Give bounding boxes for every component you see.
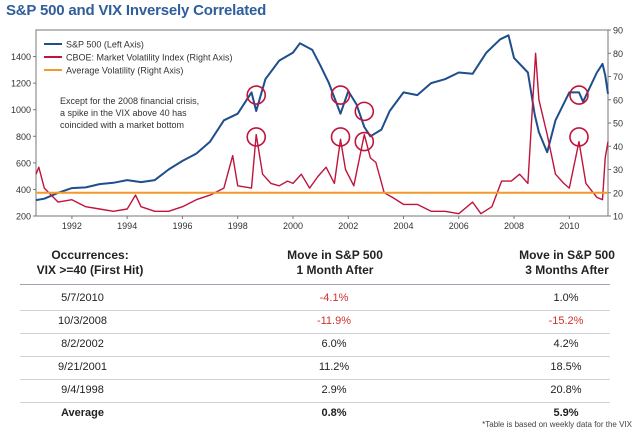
header-three-month-line2: 3 Months After [525, 263, 609, 277]
footnote: *Table is based on weekly data for the V… [482, 420, 632, 429]
table-row: 10/3/2008 -11.9% -15.2% [20, 311, 610, 334]
header-one-month-line1: Move in S&P 500 [287, 248, 383, 262]
header-three-month-line1: Move in S&P 500 [519, 248, 615, 262]
highlight-circle [246, 127, 267, 147]
table-row-average: Average 0.8% 5.9% [20, 403, 610, 425]
x-tick-label: 1998 [228, 221, 248, 231]
vix-line [35, 52, 609, 215]
average-one-month: 0.8% [321, 407, 347, 419]
right-tick-label: 90 [613, 26, 623, 36]
legend-label: CBOE: Market Volatility Index (Right Axi… [66, 53, 233, 63]
row-one-month: -11.9% [316, 315, 352, 327]
x-tick-label: 2004 [394, 221, 414, 231]
row-three-month: 1.0% [553, 292, 579, 304]
table-row: 9/21/2001 11.2% 18.5% [20, 357, 610, 380]
annotation-text: coincided with a market bottom [60, 120, 184, 130]
row-one-month: 2.9% [321, 384, 347, 396]
header-three-month: Move in S&P 500 3 Months After [494, 248, 640, 278]
left-tick-label: 200 [16, 212, 31, 222]
row-one-month: 11.2% [318, 361, 350, 373]
legend-label: S&P 500 (Left Axis) [66, 40, 144, 50]
x-tick-label: 1994 [117, 221, 137, 231]
left-tick-label: 600 [16, 158, 31, 168]
average-label: Average [60, 407, 104, 419]
row-one-month: -4.1% [319, 292, 349, 304]
row-date: 10/3/2008 [58, 315, 107, 327]
right-tick-label: 60 [613, 95, 623, 105]
x-tick-label: 2006 [449, 221, 469, 231]
header-occurrences-line2: VIX >=40 (First Hit) [36, 263, 144, 277]
left-tick-label: 1000 [11, 105, 31, 115]
table-row: 5/7/2010 -4.1% 1.0% [20, 288, 610, 311]
row-date: 9/21/2001 [58, 361, 107, 373]
right-tick-label: 20 [613, 188, 623, 198]
highlight-circle [330, 85, 351, 105]
table-row: 9/4/1998 2.9% 20.8% [20, 380, 610, 403]
x-tick-label: 2002 [338, 221, 358, 231]
header-occurrences: Occurrences: VIX >=40 (First Hit) [20, 248, 160, 278]
table-row: 8/2/2002 6.0% 4.2% [20, 334, 610, 357]
right-tick-label: 80 [613, 49, 623, 59]
row-three-month: 4.2% [553, 338, 579, 350]
highlight-circle [569, 127, 589, 147]
left-tick-label: 400 [16, 185, 31, 195]
right-tick-label: 40 [613, 142, 623, 152]
highlight-circle [354, 101, 375, 122]
highlight-circle [330, 127, 351, 147]
right-tick-label: 10 [613, 212, 623, 222]
highlight-circle [569, 85, 589, 105]
x-tick-label: 1992 [62, 221, 82, 231]
left-tick-label: 1400 [11, 52, 31, 62]
right-tick-label: 50 [613, 119, 623, 129]
header-occurrences-line1: Occurrences: [51, 248, 129, 262]
x-tick-label: 2000 [283, 221, 303, 231]
highlight-circle [246, 85, 267, 105]
annotation-text: Except for the 2008 financial crisis, [60, 96, 199, 106]
left-tick-label: 800 [16, 132, 31, 142]
right-tick-label: 70 [613, 72, 623, 82]
header-divider [20, 284, 610, 285]
header-one-month: Move in S&P 500 1 Month After [262, 248, 408, 278]
row-date: 9/4/1998 [61, 384, 104, 396]
legend-label: Average Volatility (Right Axis) [66, 66, 183, 76]
left-tick-label: 1200 [11, 79, 31, 89]
row-three-month: 18.5% [550, 361, 582, 373]
highlight-circle [354, 131, 375, 152]
header-one-month-line2: 1 Month After [296, 263, 374, 277]
row-three-month: 20.8% [550, 384, 582, 396]
x-tick-label: 1996 [172, 221, 192, 231]
chart-title: S&P 500 and VIX Inversely Correlated [6, 2, 267, 19]
row-date: 5/7/2010 [61, 292, 104, 304]
row-one-month: 6.0% [321, 338, 347, 350]
x-tick-label: 2010 [559, 221, 579, 231]
right-tick-label: 30 [613, 165, 623, 175]
row-three-month: -15.2% [548, 315, 584, 327]
annotation-text: a spike in the VIX above 40 has [60, 108, 187, 118]
sp500-line [35, 34, 609, 202]
average-three-month: 5.9% [553, 407, 579, 419]
x-tick-label: 2008 [504, 221, 524, 231]
chart-area: 200 400 600 800 1000 1200 1400 10 20 30 40 50 60 70 80… [11, 26, 623, 232]
row-date: 8/2/2002 [61, 338, 104, 350]
